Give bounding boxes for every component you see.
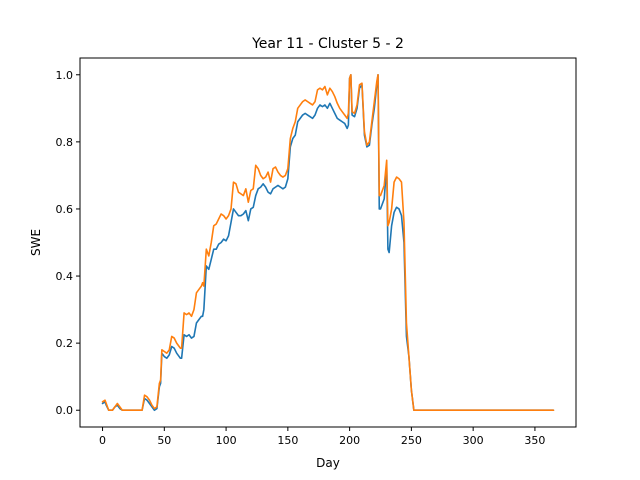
y-tick-label: 0.2: [56, 337, 74, 350]
x-axis: 0 50 100 150 200 250 300 350: [99, 427, 545, 447]
y-tick-label: 0.0: [56, 404, 74, 417]
x-tick-label: 200: [339, 434, 360, 447]
plot-frame: [79, 57, 577, 428]
series-line-2: [101, 73, 555, 412]
y-tick-label: 0.8: [56, 136, 74, 149]
x-tick-label: 50: [157, 434, 171, 447]
x-tick-label: 100: [216, 434, 237, 447]
x-tick-label: 150: [277, 434, 298, 447]
x-tick-label: 350: [524, 434, 545, 447]
y-tick-label: 0.6: [56, 203, 74, 216]
y-axis: 0.0 0.2 0.4 0.6 0.8 1.0: [56, 69, 80, 417]
x-axis-label: Day: [316, 456, 340, 470]
y-tick-label: 1.0: [56, 69, 74, 82]
series-layer: [101, 73, 555, 412]
x-tick-label: 0: [99, 434, 106, 447]
y-tick-label: 0.4: [56, 270, 74, 283]
x-tick-label: 250: [401, 434, 422, 447]
y-axis-label: SWE: [29, 229, 43, 256]
series-line-1: [101, 73, 555, 412]
chart-title: Year 11 - Cluster 5 - 2: [251, 36, 404, 52]
x-tick-label: 300: [463, 434, 484, 447]
